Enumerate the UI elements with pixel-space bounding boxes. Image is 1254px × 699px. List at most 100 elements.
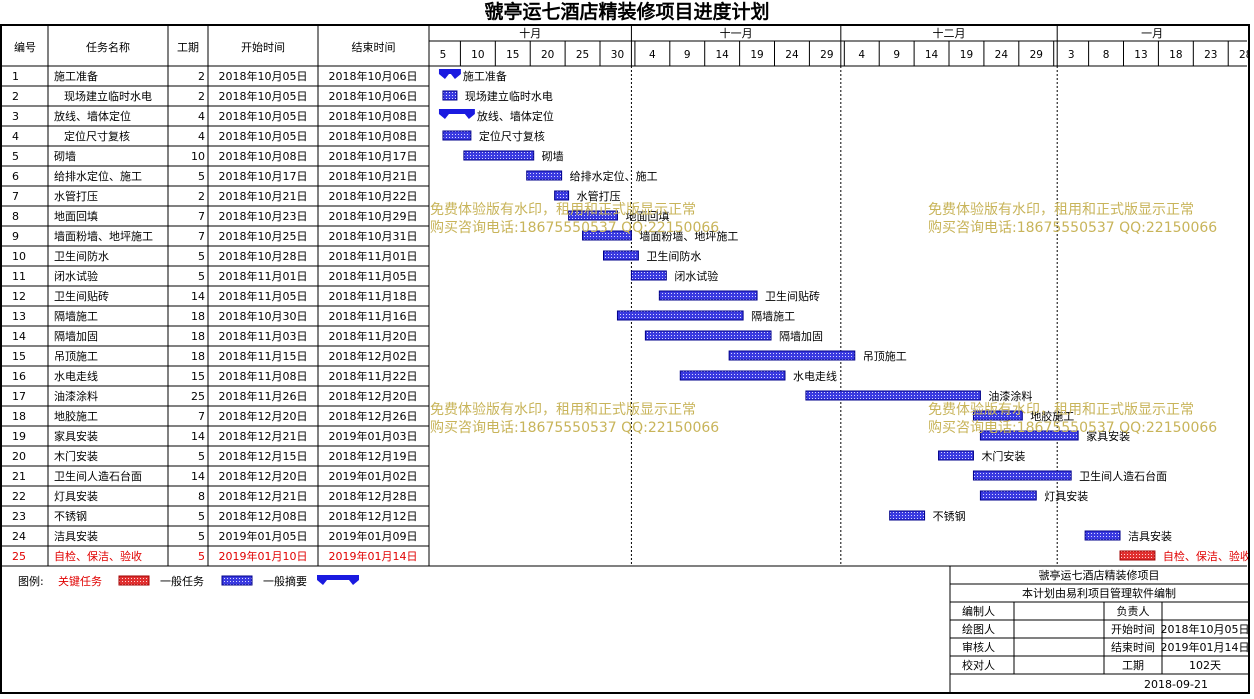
- task-id: 8: [12, 210, 19, 223]
- day-tick-label: 9: [893, 49, 900, 61]
- watermark-line2: 购买咨询电话:18675550537 QQ:22150066: [928, 420, 1217, 436]
- task-start: 2018年10月08日: [219, 149, 308, 163]
- column-header: 工期: [177, 41, 199, 54]
- task-id: 17: [12, 390, 26, 403]
- bar-label: 闭水试验: [674, 269, 718, 283]
- task-end: 2018年10月08日: [329, 109, 418, 123]
- bar-label: 地面回填: [625, 209, 669, 223]
- task-id: 20: [12, 450, 26, 463]
- task-name: 油漆涂料: [54, 389, 98, 403]
- task-bar: [938, 450, 974, 461]
- task-duration: 5: [198, 170, 205, 183]
- info-field-label: 审核人: [962, 640, 995, 654]
- day-tick-label: 13: [1134, 49, 1147, 61]
- watermark-line1: 免费体验版有水印，租用和正式版显示正常: [928, 402, 1194, 418]
- task-name: 地面回填: [54, 209, 98, 223]
- gantt-frame: 编号 任务名称 工期 开始时间 结束时间 十月 十一月 十二月 一月 5 10 15 20 25 30 4 9 1…: [0, 24, 1250, 694]
- task-name: 现场建立临时水电: [64, 89, 152, 103]
- task-id: 9: [12, 230, 19, 243]
- task-end: 2019年01月09日: [329, 529, 418, 543]
- task-bar: [568, 210, 618, 221]
- task-end: 2018年10月06日: [329, 69, 418, 83]
- watermark-line1: 免费体验版有水印，租用和正式版显示正常: [430, 202, 696, 218]
- task-duration: 5: [198, 550, 205, 563]
- task-duration: 5: [198, 530, 205, 543]
- legend-summary-label: 一般摘要: [263, 574, 307, 588]
- summary-bar: [438, 69, 461, 79]
- page-title: 虢亭运七酒店精装修项目进度计划: [484, 1, 770, 23]
- bar-label: 隔墙施工: [751, 309, 795, 323]
- task-id: 14: [12, 330, 26, 343]
- day-tick-label: 30: [611, 49, 624, 61]
- task-duration: 7: [198, 230, 205, 243]
- task-duration: 4: [198, 110, 205, 123]
- task-start: 2018年11月05日: [219, 289, 308, 303]
- day-tick-label: 28: [1239, 49, 1248, 61]
- task-start: 2018年11月08日: [219, 369, 308, 383]
- task-duration: 18: [191, 350, 205, 363]
- task-id: 21: [12, 470, 26, 483]
- task-bar: [582, 230, 632, 241]
- task-duration: 15: [191, 370, 205, 383]
- task-start: 2018年11月15日: [219, 349, 308, 363]
- task-start: 2018年10月30日: [219, 309, 308, 323]
- month-label: 十二月: [933, 26, 966, 40]
- task-id: 5: [12, 150, 19, 163]
- legend-label: 图例:: [18, 574, 44, 588]
- task-end: 2018年12月02日: [329, 349, 418, 363]
- task-name: 家具安装: [54, 429, 98, 443]
- day-tick-label: 5: [440, 49, 447, 61]
- day-tick-label: 10: [471, 49, 484, 61]
- task-id: 1: [12, 70, 19, 83]
- legend-critical-swatch: [118, 575, 150, 586]
- task-bar: [658, 290, 758, 301]
- task-start: 2018年10月05日: [219, 129, 308, 143]
- task-bar: [679, 370, 786, 381]
- day-tick-label: 29: [1030, 49, 1043, 61]
- task-start: 2018年10月23日: [219, 209, 308, 223]
- day-tick-label: 18: [1169, 49, 1182, 61]
- task-id: 2: [12, 90, 19, 103]
- task-name: 墙面粉墙、地坪施工: [54, 229, 153, 243]
- task-duration: 2: [198, 70, 205, 83]
- bar-label: 现场建立临时水电: [465, 89, 553, 103]
- task-end: 2018年11月18日: [329, 289, 418, 303]
- task-end: 2018年11月22日: [329, 369, 418, 383]
- day-tick-label: 9: [684, 49, 691, 61]
- task-id: 16: [12, 370, 26, 383]
- watermark-line2: 购买咨询电话:18675550537 QQ:22150066: [928, 220, 1217, 236]
- task-bar: [442, 130, 472, 141]
- task-start: 2018年11月01日: [219, 269, 308, 283]
- summary-bar: [438, 109, 475, 119]
- task-id: 22: [12, 490, 26, 503]
- task-end: 2019年01月03日: [329, 429, 418, 443]
- legend-normal-label: 一般任务: [160, 575, 204, 588]
- day-tick-label: 14: [925, 49, 939, 61]
- task-duration: 2: [198, 190, 205, 203]
- bar-label: 家具安装: [1086, 429, 1130, 443]
- task-id: 19: [12, 430, 26, 443]
- day-tick-label: 4: [649, 49, 656, 61]
- task-end: 2018年12月28日: [329, 489, 418, 503]
- task-name: 吊顶施工: [54, 350, 98, 363]
- day-tick-label: 15: [506, 49, 519, 61]
- task-id: 23: [12, 510, 26, 523]
- task-end: 2018年11月16日: [329, 309, 418, 323]
- task-id: 18: [12, 410, 26, 423]
- task-duration: 4: [198, 130, 205, 143]
- task-name: 灯具安装: [54, 489, 98, 503]
- info-date: 2018-09-21: [1144, 678, 1208, 691]
- task-duration: 14: [191, 430, 205, 443]
- task-bar: [442, 90, 458, 101]
- task-start: 2019年01月10日: [219, 549, 308, 563]
- task-name: 水电走线: [54, 369, 98, 383]
- task-duration: 14: [191, 470, 205, 483]
- task-id: 7: [12, 190, 19, 203]
- bar-label: 给排水定位、施工: [570, 169, 658, 183]
- bar-label: 水电走线: [793, 369, 837, 383]
- task-bar: [526, 170, 563, 181]
- task-bar: [1084, 530, 1121, 541]
- task-duration: 2: [198, 90, 205, 103]
- task-name: 地胶施工: [54, 409, 98, 423]
- bar-label: 卫生间人造石台面: [1079, 469, 1167, 483]
